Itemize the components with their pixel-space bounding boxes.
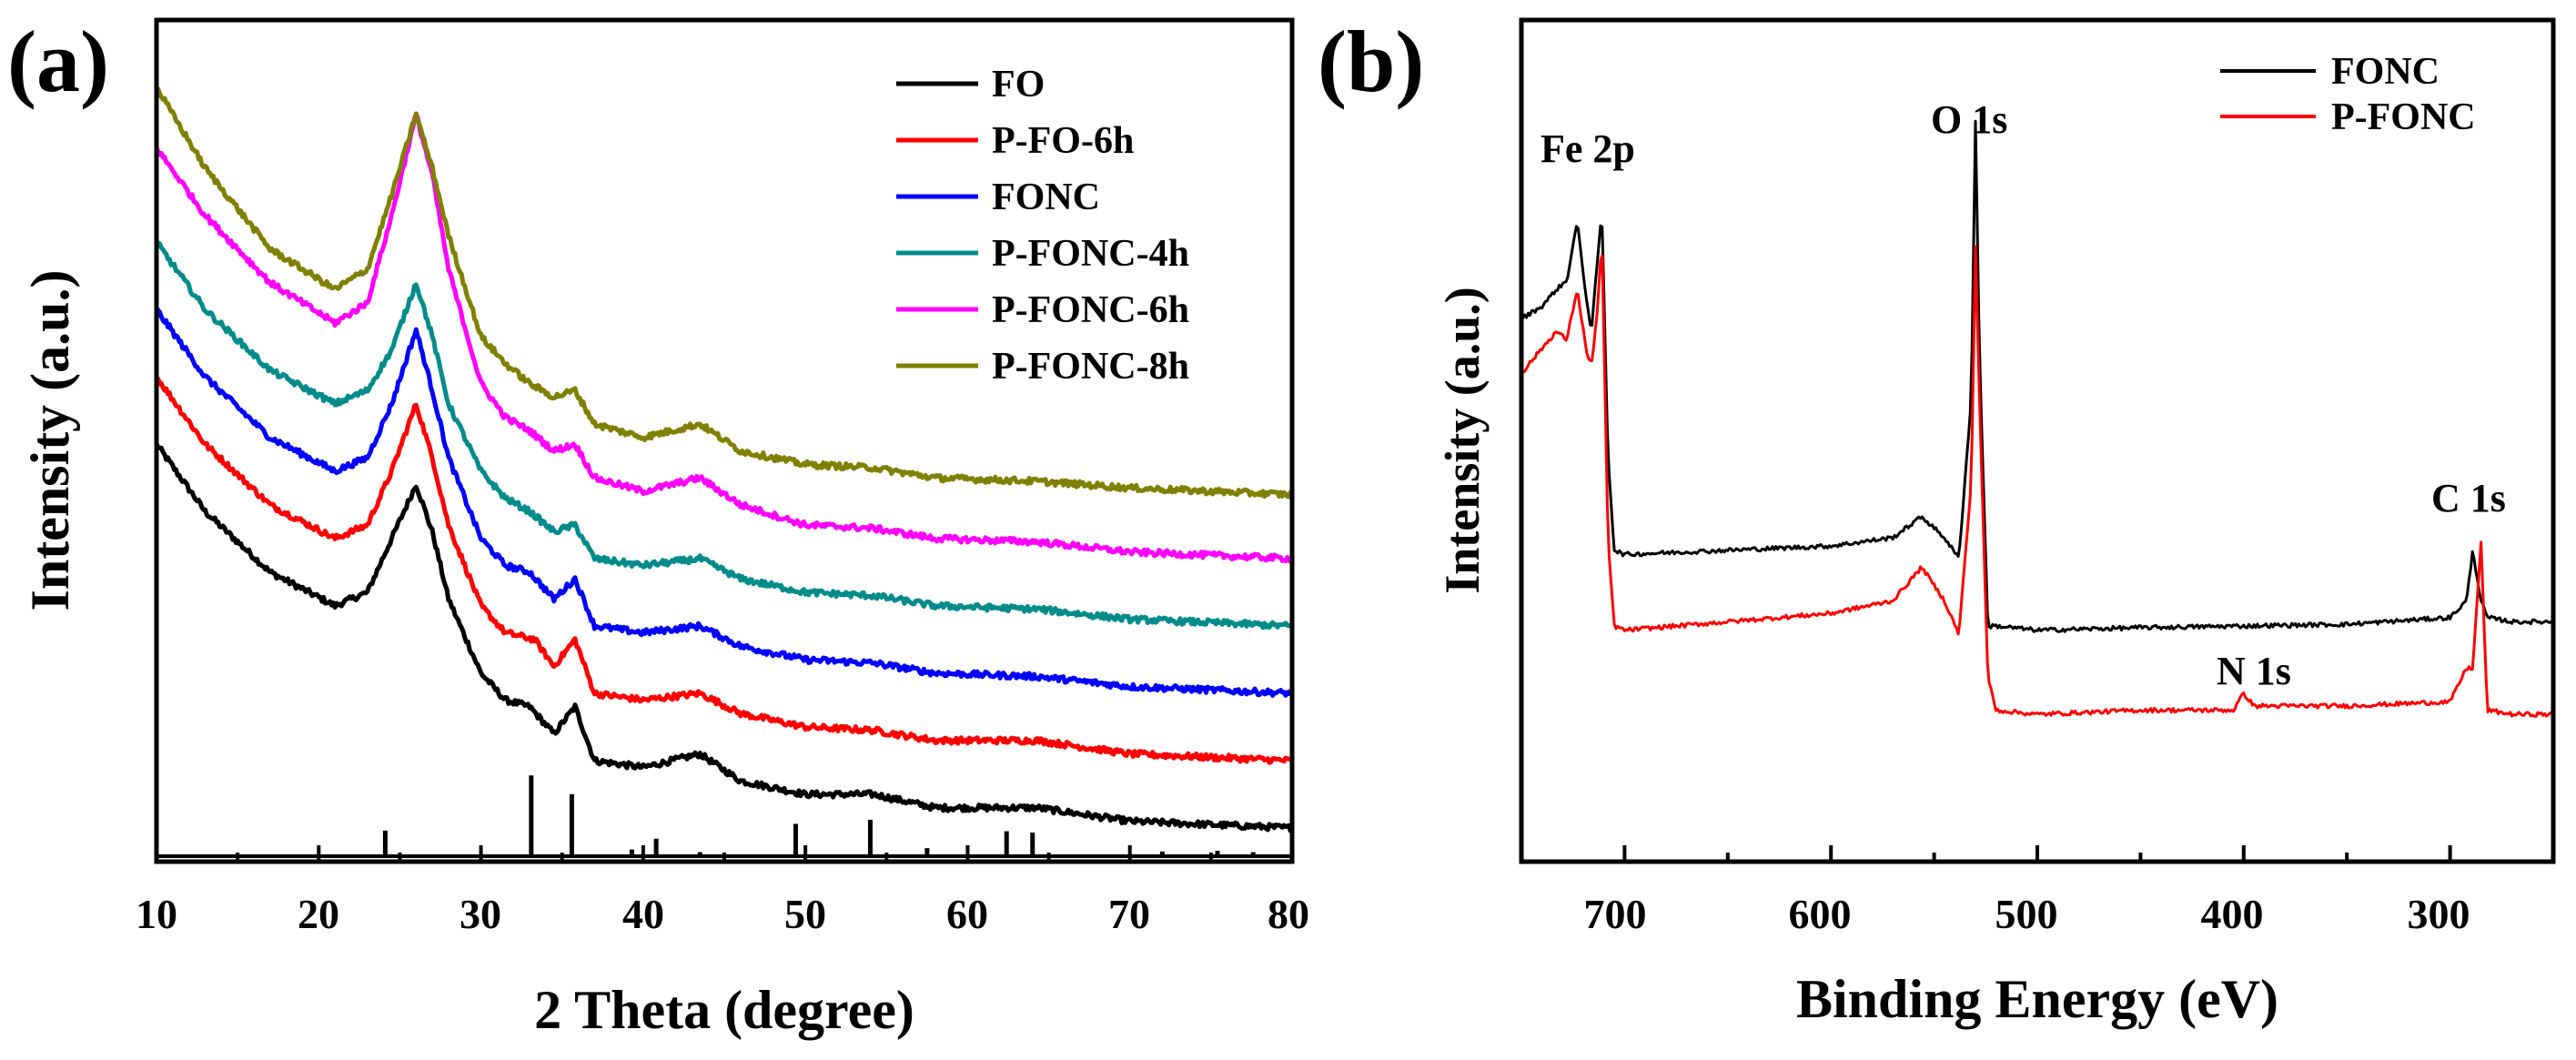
series-line-p-fonc-8h	[156, 86, 1295, 500]
panel-b-xtick-label: 300	[2408, 891, 2470, 937]
annotation-c-1s: C 1s	[2431, 476, 2506, 520]
series-line-p-fonc-4h	[155, 239, 1293, 631]
panel-b-xtick-label: 500	[1995, 891, 2058, 937]
legend-label-fonc-b: FONC	[2331, 51, 2440, 93]
panel-a-xtick-label: 30	[460, 891, 501, 937]
legend-label-p-fonc-8h: P-FONC-8h	[992, 346, 1189, 388]
panel-b-x-ticks	[1520, 845, 2555, 862]
legend-label-p-fo-6h: P-FO-6h	[992, 120, 1134, 162]
panel-b-xtick-label: 400	[2201, 891, 2264, 937]
panel-a-xtick-label: 70	[1108, 891, 1150, 937]
panel-a-xtick-label: 50	[784, 891, 826, 937]
legend-label-fonc: FONC	[992, 177, 1100, 218]
panel-b-y-axis-title: Intensity (a.u.)	[1435, 287, 1490, 594]
panel-b-letter: (b)	[1318, 13, 1424, 110]
panel-b-legend: FONC P-FONC	[2220, 51, 2476, 138]
legend-label-p-fonc-4h: P-FONC-4h	[992, 233, 1189, 275]
series-line-p-fonc	[1520, 245, 2555, 718]
panel-a-letter: (a)	[7, 13, 109, 110]
annotation-o-1s: O 1s	[1931, 97, 2007, 142]
panel-a-xtick-label: 20	[298, 891, 339, 937]
legend-label-p-fonc-b: P-FONC	[2331, 96, 2476, 138]
panel-b: (b) 700 600 500 400 300 Binding Energy (…	[1318, 13, 2556, 1029]
panel-b-x-axis-title: Binding Energy (eV)	[1796, 969, 2278, 1029]
annotation-n-1s: N 1s	[2217, 649, 2291, 693]
series-line-fonc	[1520, 119, 2555, 633]
series-line-p-fonc-6h	[154, 111, 1295, 564]
legend-label-fo: FO	[992, 64, 1045, 106]
panel-b-plot-area	[1520, 119, 2555, 718]
annotation-fe-2p: Fe 2p	[1541, 126, 1635, 171]
panel-a-x-axis-title: 2 Theta (degree)	[534, 980, 914, 1040]
panel-a-legend: FO P-FO-6h FONC P-FONC-4h P-FONC-6h P-FO…	[896, 64, 1189, 388]
panel-a-y-axis-title: Intensity (a.u.)	[20, 269, 80, 611]
series-line-p-fo-6h	[155, 375, 1295, 765]
legend-label-p-fonc-6h: P-FONC-6h	[992, 289, 1189, 331]
panel-a-x-ticks	[155, 845, 1294, 862]
panel-a-xtick-label: 60	[946, 891, 988, 937]
panel-a-xtick-label: 40	[622, 891, 664, 937]
series-line-fonc	[154, 306, 1295, 698]
series-line-fo	[154, 442, 1293, 833]
panel-a-xtick-label: 80	[1268, 891, 1309, 937]
panel-b-frame	[1519, 17, 2556, 864]
panel-b-xtick-label: 700	[1584, 891, 1647, 937]
panel-a-xtick-label: 10	[136, 891, 177, 937]
panel-a-plot-area	[154, 86, 1295, 858]
panel-a: (a) 10 20 30 40 50 60 70 80 2 Theta (deg…	[7, 13, 1309, 1040]
panel-b-xtick-label: 600	[1789, 891, 1852, 937]
